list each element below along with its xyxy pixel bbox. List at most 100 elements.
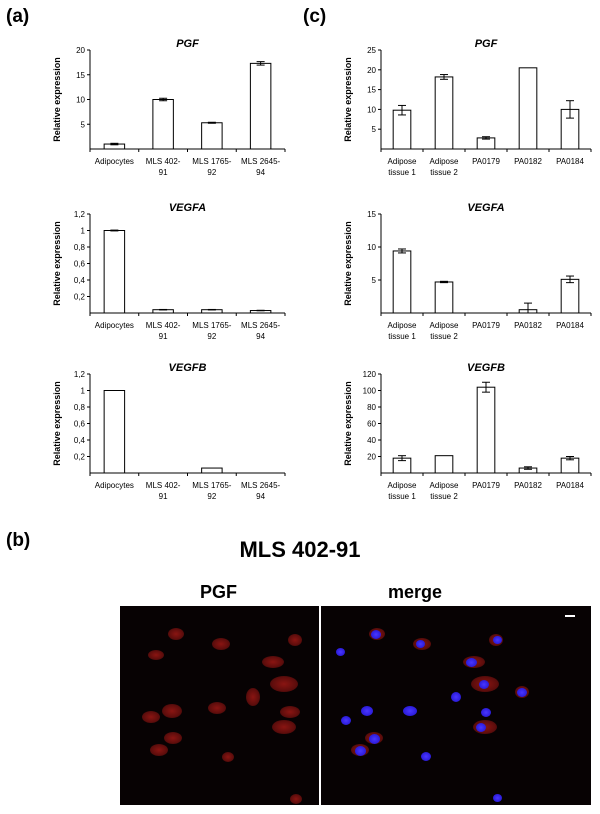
nucleus	[355, 746, 366, 756]
x-category-label-line: MLS 1765-	[192, 157, 231, 166]
x-category-label: PA0179	[472, 481, 500, 490]
y-tick-label: 5	[81, 120, 86, 129]
y-axis-label: Relative expression	[52, 57, 62, 142]
x-category-label: PA0179	[472, 321, 500, 330]
x-category-label-line: Adipose	[430, 157, 459, 166]
nucleus	[451, 692, 461, 702]
x-category-label-line: Adipocytes	[95, 481, 134, 490]
y-tick-label: 20	[76, 46, 85, 55]
x-category-label-line: MLS 2645-	[241, 157, 280, 166]
x-category-label: PA0179	[472, 157, 500, 166]
chart-c-pgf: PGF Relative expression 5 10 15 20 25 Adipose ti…	[343, 38, 592, 177]
y-tick-label: 15	[76, 71, 85, 80]
cell	[148, 650, 164, 660]
chart-title: VEGFA	[169, 202, 206, 214]
nucleus	[466, 658, 477, 667]
x-category-label-line: MLS 402-	[146, 321, 181, 330]
y-tick-label: 40	[367, 436, 376, 445]
x-category-label-line: Adipose	[430, 321, 459, 330]
micrograph-label-merge: merge	[388, 582, 443, 602]
x-category-label-line: MLS 1765-	[192, 321, 231, 330]
bar	[392, 250, 412, 314]
bar	[434, 76, 454, 150]
x-category-label-line: Adipose	[430, 481, 459, 490]
cell	[208, 702, 226, 714]
panel-label-a: (a)	[6, 6, 30, 27]
x-category-label-line: 91	[159, 492, 168, 501]
y-tick-label: 10	[367, 243, 376, 252]
x-category-label-line: MLS 402-	[146, 157, 181, 166]
y-tick-label: 1,2	[74, 370, 86, 379]
x-category-label: Adipose tissue 2	[430, 157, 459, 177]
nucleus	[416, 640, 425, 648]
bar	[392, 109, 412, 150]
x-category-label-line: tissue 2	[430, 168, 458, 177]
bar	[103, 230, 126, 314]
y-tick-label: 20	[367, 453, 376, 462]
cell	[164, 732, 182, 744]
nucleus	[371, 630, 381, 639]
x-category-label: Adipocytes	[95, 481, 134, 490]
cell	[272, 720, 296, 734]
y-tick-label: 5	[372, 276, 377, 285]
x-category-label-line: 91	[159, 168, 168, 177]
x-category-label-line: tissue 1	[388, 332, 416, 341]
y-tick-label: 100	[363, 387, 377, 396]
panel-label-b: (b)	[6, 530, 31, 551]
x-category-label: Adipocytes	[95, 321, 134, 330]
nucleus	[361, 706, 373, 716]
bar	[249, 62, 272, 150]
x-category-label-line: MLS 402-	[146, 481, 181, 490]
x-category-label-line: Adipose	[388, 321, 417, 330]
x-category-label-line: 92	[207, 168, 216, 177]
bar	[103, 390, 126, 474]
x-category-label-line: PA0179	[472, 321, 500, 330]
micrograph-pgf-image	[120, 606, 319, 805]
x-category-label-line: PA0184	[556, 157, 584, 166]
y-tick-label: 0,4	[74, 436, 86, 445]
cell	[222, 752, 234, 762]
chart-title: PGF	[176, 38, 199, 50]
x-category-label-line: tissue 1	[388, 168, 416, 177]
x-category-label: Adipose tissue 2	[430, 481, 459, 501]
x-category-label-line: PA0182	[514, 321, 542, 330]
cell	[168, 628, 184, 640]
y-tick-label: 0,8	[74, 243, 86, 252]
cell	[212, 638, 230, 650]
x-category-label-line: tissue 2	[430, 332, 458, 341]
x-category-label-line: tissue 1	[388, 492, 416, 501]
y-axis-label: Relative expression	[343, 381, 353, 466]
nucleus	[421, 752, 431, 761]
y-tick-label: 60	[367, 420, 376, 429]
image-divider	[319, 606, 321, 805]
x-category-label: MLS 402- 91	[146, 157, 181, 177]
cell	[246, 688, 260, 706]
bar	[201, 122, 223, 150]
y-tick-label: 15	[367, 210, 376, 219]
y-tick-label: 1,2	[74, 210, 86, 219]
x-category-label: PA0182	[514, 321, 542, 330]
x-category-label-line: PA0179	[472, 481, 500, 490]
chart-title: VEGFA	[467, 202, 504, 214]
y-tick-label: 0,2	[74, 293, 86, 302]
y-tick-label: 15	[367, 86, 376, 95]
bar	[476, 386, 496, 474]
y-tick-label: 0,8	[74, 403, 86, 412]
x-category-label-line: Adipose	[388, 157, 417, 166]
nucleus	[517, 688, 527, 697]
x-category-label: PA0184	[556, 481, 584, 490]
y-tick-label: 25	[367, 46, 376, 55]
x-category-label: PA0182	[514, 157, 542, 166]
y-tick-label: 0,2	[74, 453, 86, 462]
y-axis-label: Relative expression	[343, 221, 353, 306]
cell	[142, 711, 160, 723]
bar	[152, 99, 174, 150]
x-category-label: MLS 1765- 92	[192, 321, 231, 341]
x-category-label-line: 94	[256, 332, 265, 341]
nucleus	[493, 636, 502, 644]
y-tick-label: 0,6	[74, 420, 86, 429]
nucleus	[336, 648, 345, 656]
y-axis-label: Relative expression	[343, 57, 353, 142]
x-category-label: MLS 1765- 92	[192, 157, 231, 177]
y-axis-label: Relative expression	[52, 221, 62, 306]
